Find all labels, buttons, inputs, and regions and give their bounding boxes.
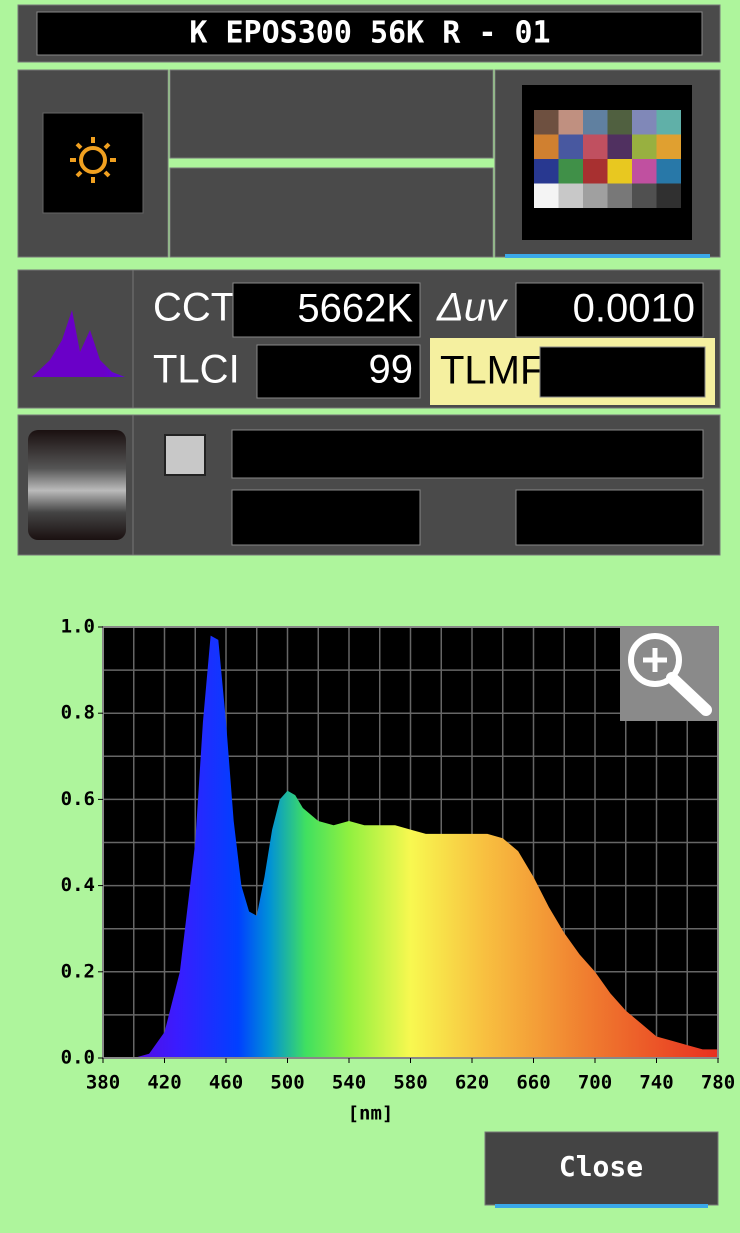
x-tick-label: 380 — [86, 1072, 120, 1094]
checker-patch — [607, 183, 632, 208]
highlight — [505, 254, 710, 258]
x-tick-label: 780 — [701, 1072, 735, 1094]
close-button[interactable] — [484, 1131, 719, 1206]
spectrum-icon — [32, 310, 125, 377]
sun-icon-box — [42, 112, 144, 214]
checker-patch — [583, 134, 608, 159]
highlight — [495, 1204, 708, 1208]
field — [231, 489, 421, 546]
y-tick-label: 0.4 — [61, 874, 95, 896]
color-checker — [534, 110, 681, 208]
title: K EPOS300 56K R - 01 — [189, 16, 550, 51]
checker-patch — [558, 183, 583, 208]
checker-patch — [583, 183, 608, 208]
x-tick-label: 420 — [147, 1072, 181, 1094]
close-label: Close — [559, 1150, 643, 1183]
x-tick-label: 620 — [455, 1072, 489, 1094]
cct-box — [232, 282, 421, 338]
tlci-box — [256, 344, 421, 399]
slot — [169, 167, 494, 258]
sun-icon — [70, 137, 116, 183]
tlci-value: 99 — [369, 348, 414, 392]
checker-patch — [656, 134, 681, 159]
checker-patch — [632, 183, 657, 208]
checker-patch — [607, 134, 632, 159]
checker-patch — [558, 110, 583, 135]
field — [231, 429, 704, 479]
checker-patch — [534, 110, 559, 135]
checker-patch — [656, 159, 681, 184]
x-tick-label: 580 — [393, 1072, 427, 1094]
cct-value: 5662K — [297, 287, 413, 331]
y-tick-label: 0.6 — [61, 788, 95, 810]
spectrum-area — [103, 635, 718, 1058]
checker-patch — [607, 159, 632, 184]
zoom-icon — [628, 633, 712, 716]
y-tick-label: 1.0 — [61, 616, 95, 638]
tlmf-label: TLMF — [440, 349, 544, 393]
x-tick-label: 500 — [270, 1072, 304, 1094]
checker-patch — [607, 110, 632, 135]
x-axis-label: [nm] — [348, 1103, 394, 1125]
checker-patch — [558, 159, 583, 184]
title-box — [36, 11, 703, 56]
duv-label: Δuv — [436, 286, 508, 330]
x-tick-label: 660 — [516, 1072, 550, 1094]
duv-value: 0.0010 — [573, 287, 695, 331]
checker-patch — [534, 159, 559, 184]
cct-label: CCT — [153, 286, 235, 330]
slot — [169, 69, 494, 159]
filter-icon — [28, 430, 126, 540]
y-tick-label: 0.2 — [61, 960, 95, 982]
y-tick-label: 0.8 — [61, 702, 95, 724]
checker-patch — [534, 134, 559, 159]
checker-patch — [656, 183, 681, 208]
checker-patch — [534, 183, 559, 208]
tlci-label: TLCI — [153, 348, 240, 392]
checker-patch — [632, 110, 657, 135]
x-tick-label: 540 — [332, 1072, 366, 1094]
duv-box — [515, 282, 704, 338]
checker-patch — [583, 159, 608, 184]
field — [515, 489, 704, 546]
spectrum-chart: 380 420 460 500 540 580 620 660 700 740 780 0.0 0.2 0… — [61, 616, 735, 1125]
tlmf-box — [539, 346, 706, 398]
checker-patch — [632, 134, 657, 159]
checker-patch — [656, 110, 681, 135]
x-tick-label: 740 — [639, 1072, 673, 1094]
checker-patch — [583, 110, 608, 135]
checkbox[interactable] — [164, 434, 206, 476]
checker-patch — [558, 134, 583, 159]
x-tick-label: 700 — [578, 1072, 612, 1094]
checker-patch — [632, 159, 657, 184]
y-tick-label: 0.0 — [61, 1047, 95, 1069]
x-tick-label: 460 — [209, 1072, 243, 1094]
